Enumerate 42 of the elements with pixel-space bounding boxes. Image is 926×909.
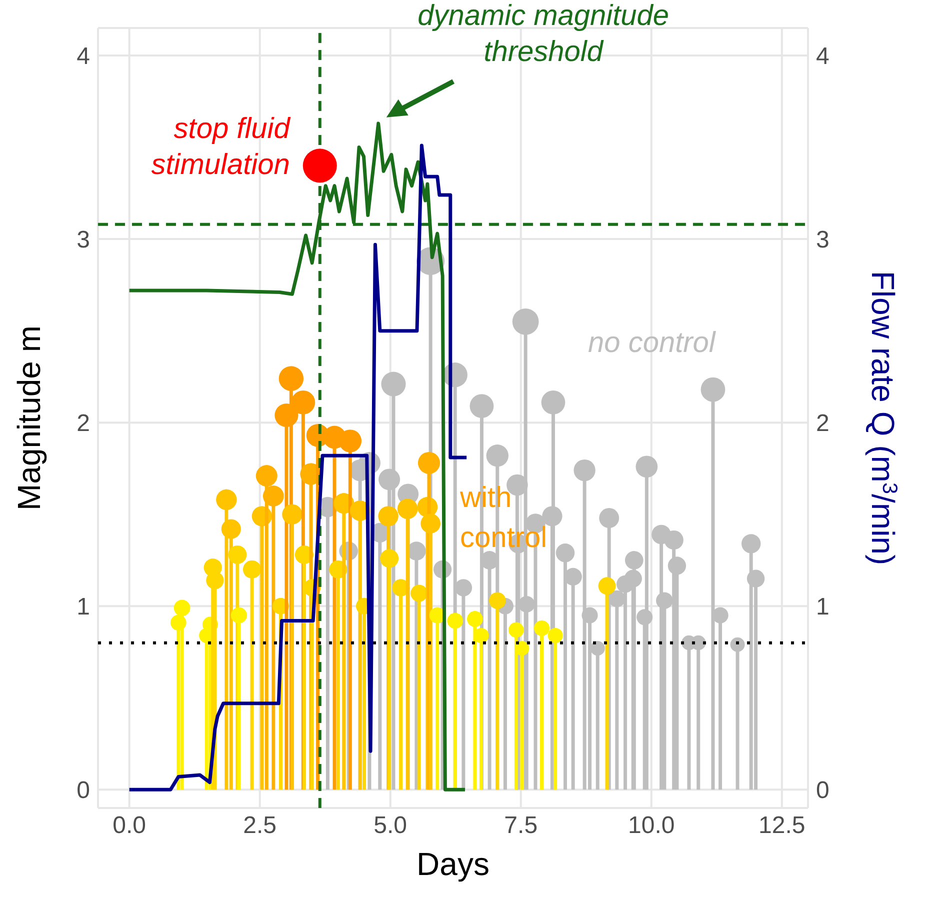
y2-tick-label: 2 [816,410,830,438]
point [668,556,686,575]
x-tick-label: 5.0 [374,812,408,840]
x-tick-label: 12.5 [758,812,806,840]
y2-tick-label: 4 [816,43,830,70]
point [410,584,428,602]
x-tick-label: 7.5 [504,812,538,840]
x-tick-label: 2.5 [243,812,277,840]
y2-tick-label: 0 [816,777,830,804]
y-tick-label: 3 [76,226,90,254]
point [599,508,620,528]
y2-tick-label: 3 [816,226,830,254]
y-axis-title: Magnitude m [11,326,47,510]
y2-tick-label: 1 [816,594,830,621]
point [242,560,262,578]
point [664,530,684,550]
point [488,592,506,610]
point [380,549,399,568]
x-axis-title: Days [416,846,490,882]
series-label: with control [460,481,548,556]
x-tick-label: 10.0 [628,812,675,840]
y-tick-label: 0 [76,777,90,804]
annotation: stop fluid stimulation [150,112,290,183]
y-tick-label: 1 [76,594,90,621]
point [302,148,337,183]
point [228,545,247,564]
point [378,506,398,526]
y-tick-label: 4 [76,43,90,70]
point [598,577,616,595]
point [624,551,644,570]
point [746,570,765,588]
series-label: no control [588,326,717,361]
point [454,579,472,596]
x-tick-label: 0.0 [112,812,146,840]
point [556,544,575,562]
point [282,504,302,524]
point [420,514,440,534]
point [206,572,224,590]
y-tick-label: 2 [76,410,90,438]
point [742,534,761,554]
annotation: dynamic magnitude threshold [416,0,670,70]
point [221,519,241,539]
